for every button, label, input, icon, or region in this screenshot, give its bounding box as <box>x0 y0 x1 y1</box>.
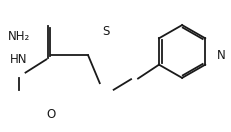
Text: NH₂: NH₂ <box>7 30 30 43</box>
Text: HN: HN <box>10 53 27 66</box>
Text: N: N <box>216 49 225 62</box>
Text: S: S <box>101 25 109 38</box>
Text: O: O <box>46 108 55 121</box>
